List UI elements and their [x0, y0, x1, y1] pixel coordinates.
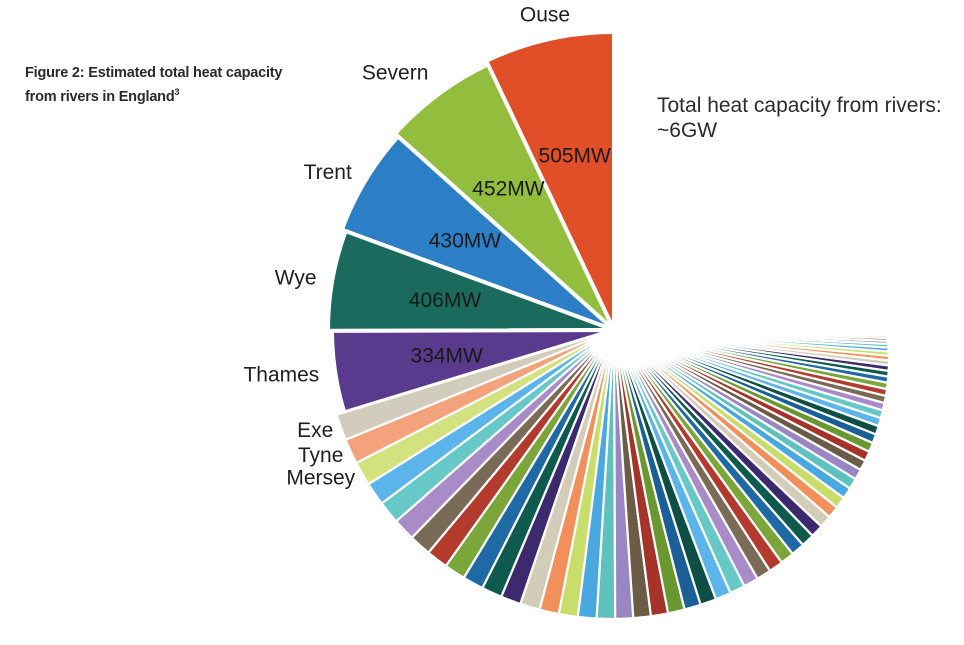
value-label-ouse: 505MW [539, 145, 612, 168]
figure-caption: Figure 2: Estimated total heat capacity … [25, 64, 285, 107]
slice-label-severn: Severn [362, 62, 429, 85]
slice-label-trent: Trent [304, 161, 352, 184]
value-label-thames: 334MW [411, 344, 484, 367]
pie-slice-ouse [483, 29, 616, 331]
pie-slices [325, 29, 891, 621]
figure-caption-text: Figure 2: Estimated total heat capacity … [25, 65, 283, 105]
slice-label-tyne: Tyne [298, 444, 344, 467]
total-capacity-note: Total heat capacity from rivers: ~6GW [657, 94, 942, 142]
slice-label-ouse: Ouse [520, 4, 570, 27]
figure-caption-footnote: 3 [174, 87, 180, 97]
slice-label-wye: Wye [275, 266, 317, 289]
value-label-trent: 430MW [429, 229, 502, 252]
slice-label-thames: Thames [243, 364, 319, 387]
slice-label-mersey: Mersey [286, 467, 355, 490]
pie-labels: 505MW Ouse 452MW Severn 430MW Trent 406MW Wye 33… [243, 4, 611, 490]
value-label-wye: 406MW [409, 289, 482, 312]
pie-slice-trent [339, 133, 616, 332]
value-label-severn: 452MW [472, 178, 545, 201]
pie-slice-minor-60 [613, 328, 886, 333]
slice-label-exe: Exe [297, 419, 333, 442]
pie-slice-severn [392, 61, 616, 332]
pie-slice-wye [325, 228, 615, 333]
